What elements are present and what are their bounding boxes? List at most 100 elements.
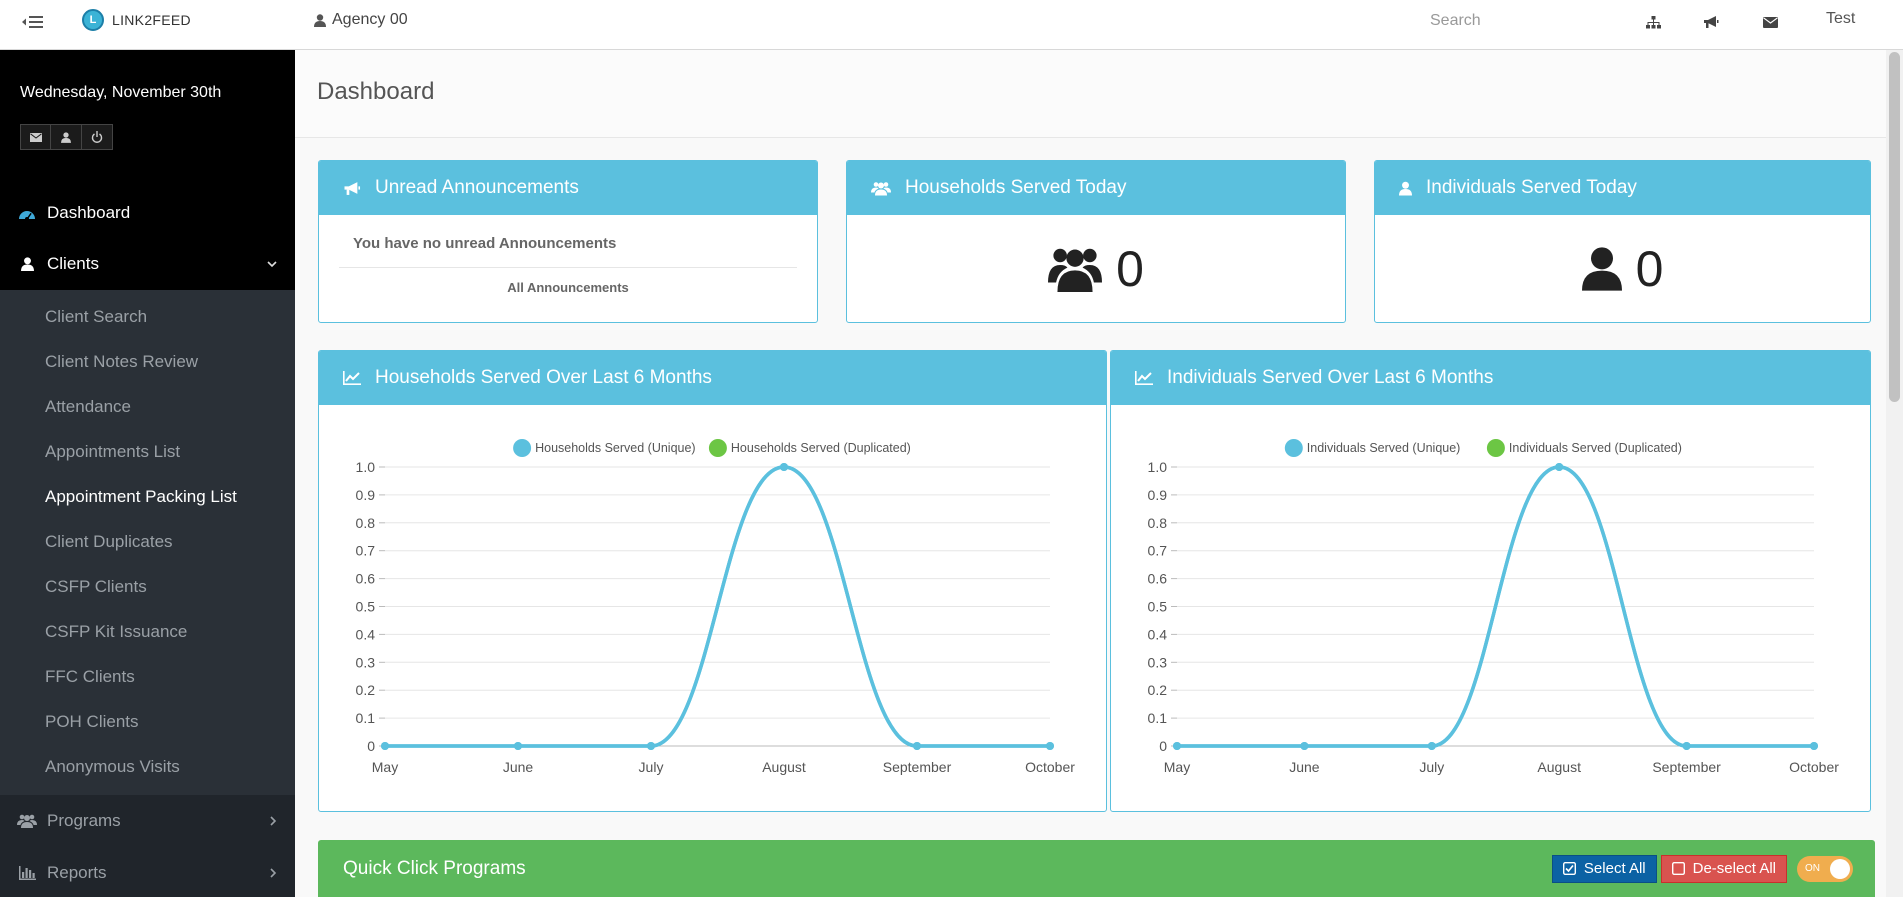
search-input[interactable] [1420, 8, 1600, 34]
messages-button[interactable] [1758, 11, 1782, 33]
line-chart-icon [1135, 371, 1153, 385]
households-line-chart: Households Served (Unique) Households Ser… [356, 439, 1075, 775]
page-scrollbar[interactable] [1886, 50, 1903, 897]
data-point [780, 463, 788, 471]
panel-heading: Individuals Served Today [1375, 161, 1870, 215]
select-all-button[interactable]: Select All [1551, 854, 1657, 883]
y-tick-label: 0.5 [356, 599, 376, 615]
panel-title: Individuals Served Over Last 6 Months [1167, 367, 1494, 388]
panel-title: Households Served Today [905, 177, 1127, 198]
legend-swatch [708, 439, 727, 457]
households-today-panel: Households Served Today 0 [846, 160, 1346, 323]
chevron-right-icon [270, 868, 277, 878]
y-tick-label: 0 [367, 738, 375, 754]
toggle-label: ON [1805, 862, 1820, 874]
x-tick-label: July [639, 759, 664, 775]
brand-logo[interactable]: L LINK2FEED [82, 9, 191, 31]
sidebar-item-anonymous-visits[interactable]: Anonymous Visits [45, 757, 180, 776]
sidebar-item-label: Clients [47, 254, 99, 273]
x-tick-label: May [1164, 759, 1190, 775]
deselect-all-label: De-select All [1692, 860, 1776, 877]
x-tick-label: October [1025, 759, 1075, 775]
users-icon [16, 814, 38, 828]
sidebar-item-appointments-list[interactable]: Appointments List [45, 442, 181, 461]
sidebar-item-csfp-clients[interactable]: CSFP Clients [45, 577, 147, 596]
y-tick-label: 0.1 [1148, 710, 1168, 726]
sidebar-item-label: Reports [47, 863, 107, 882]
legend-label: Households Served (Unique) [535, 441, 696, 455]
sidebar: Wednesday, November 30th Dashboard Clien… [0, 50, 295, 897]
top-navbar: L LINK2FEED Agency 00 Test [0, 0, 1903, 50]
data-point [913, 742, 921, 750]
sidebar-item-poh-clients[interactable]: POH Clients [45, 712, 139, 731]
x-tick-label: October [1789, 759, 1839, 775]
panel-heading: Households Served Over Last 6 Months [319, 351, 1106, 405]
y-tick-label: 0.8 [356, 515, 376, 531]
sidebar-item-ffc-clients[interactable]: FFC Clients [45, 667, 135, 686]
data-point [1046, 742, 1054, 750]
y-tick-label: 1.0 [1148, 459, 1168, 475]
clients-submenu: Client Search Client Notes Review Attend… [0, 290, 295, 795]
sitemap-button[interactable] [1641, 11, 1665, 33]
all-announcements-link[interactable]: All Announcements [507, 280, 629, 295]
sidebar-item-label: Dashboard [47, 203, 131, 222]
check-square-icon [1562, 862, 1576, 875]
sidebar-item-attendance[interactable]: Attendance [45, 397, 132, 416]
individuals-6mo-panel: Individuals Served Over Last 6 Months In… [1110, 350, 1871, 812]
legend-swatch [1486, 439, 1505, 457]
legend-label: Households Served (Duplicated) [731, 441, 911, 455]
logout-button[interactable] [82, 124, 113, 150]
toggle-knob [1830, 858, 1850, 879]
panel-title: Individuals Served Today [1426, 177, 1637, 198]
scrollbar-thumb[interactable] [1889, 52, 1900, 402]
individuals-today-stat: 0 [1375, 215, 1870, 322]
deselect-all-button[interactable]: De-select All [1660, 854, 1787, 883]
no-announcements-message: You have no unread Announcements [353, 235, 617, 252]
legend-swatch [513, 439, 532, 457]
current-date: Wednesday, November 30th [20, 84, 222, 101]
sidebar-item-dashboard[interactable]: Dashboard [0, 188, 295, 238]
quick-click-toggle[interactable]: ON [1797, 855, 1853, 882]
x-tick-label: May [372, 759, 398, 775]
individuals-today-panel: Individuals Served Today 0 [1374, 160, 1871, 323]
sidebar-item-appointment-packing-list[interactable]: Appointment Packing List [45, 487, 237, 506]
y-tick-label: 0.8 [1148, 515, 1168, 531]
sidebar-item-client-notes-review[interactable]: Client Notes Review [45, 352, 199, 371]
data-point [1173, 742, 1181, 750]
data-point [1427, 742, 1436, 750]
panel-heading: Unread Announcements [319, 161, 817, 215]
agency-name: Agency 00 [332, 11, 408, 28]
legend-item: Households Served (Unique) [513, 439, 696, 457]
announcements-panel: Unread Announcements You have no unread … [318, 160, 818, 323]
y-tick-label: 0.7 [1148, 543, 1168, 559]
data-point [1300, 742, 1309, 750]
user-icon [1399, 181, 1412, 196]
sidebar-item-client-duplicates[interactable]: Client Duplicates [45, 532, 173, 551]
sidebar-item-programs[interactable]: Programs [0, 795, 295, 847]
announcements-body: You have no unread Announcements All Ann… [319, 215, 817, 295]
sitemap-icon [1645, 15, 1661, 28]
legend-label: Individuals Served (Duplicated) [1509, 441, 1682, 455]
sidebar-item-reports[interactable]: Reports [0, 847, 295, 897]
sidebar-item-csfp-kit-issuance[interactable]: CSFP Kit Issuance [45, 622, 188, 641]
data-point [381, 742, 389, 750]
user-menu[interactable]: Test [1826, 10, 1856, 27]
panel-title: Households Served Over Last 6 Months [375, 367, 712, 388]
legend-item: Households Served (Duplicated) [708, 439, 911, 457]
data-point [1682, 742, 1691, 750]
logo-icon: L [82, 9, 104, 31]
y-tick-label: 0.3 [1148, 654, 1168, 670]
agency-selector[interactable]: Agency 00 [314, 11, 408, 29]
announcements-button[interactable] [1699, 11, 1723, 33]
x-tick-label: August [1537, 759, 1581, 775]
mail-button[interactable] [20, 124, 51, 150]
profile-button[interactable] [51, 124, 82, 150]
main-content: Dashboard Unread Announcements You have … [295, 50, 1903, 897]
power-icon [91, 131, 103, 143]
sidebar-item-client-search[interactable]: Client Search [45, 307, 148, 326]
y-tick-label: 0.5 [1148, 599, 1168, 615]
households-today-stat: 0 [847, 215, 1345, 322]
brand-name: LINK2FEED [112, 12, 191, 28]
sidebar-item-clients[interactable]: Clients [0, 238, 295, 290]
sidebar-toggle-button[interactable] [18, 10, 48, 34]
